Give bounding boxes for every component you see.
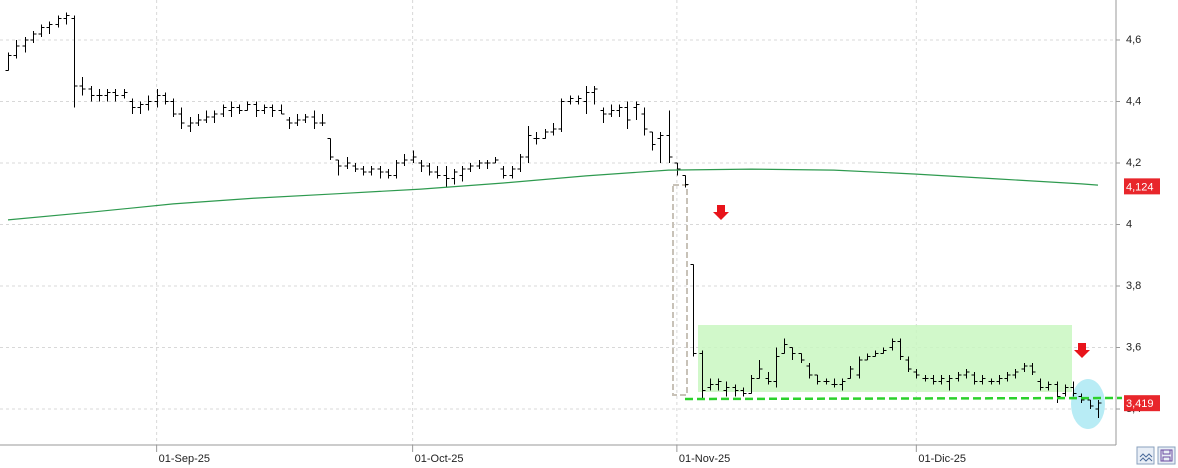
x-tick-label: 01-Oct-25 — [415, 453, 464, 465]
range-box — [698, 325, 1072, 392]
toolbar-icon — [1160, 449, 1173, 462]
y-tick-label: 3,8 — [1126, 280, 1141, 292]
down-arrow — [713, 205, 729, 220]
label-layer: 4,64,44,243,83,63,401-Sep-2501-Oct-2501-… — [156, 34, 1160, 465]
x-tick-label: 01-Dic-25 — [918, 453, 966, 465]
x-tick-label: 01-Nov-25 — [679, 453, 730, 465]
price-label: 4,124 — [1126, 181, 1154, 193]
highlight-ellipse — [1071, 379, 1105, 429]
x-tick-label: 01-Sep-25 — [159, 453, 210, 465]
support-line — [684, 396, 1123, 401]
toolbar-icon — [1139, 453, 1153, 462]
y-tick-label: 4,6 — [1126, 34, 1141, 46]
y-tick-label: 4,2 — [1126, 157, 1141, 169]
plot-layer — [5, 12, 1102, 419]
moving-average-line — [7, 168, 1099, 221]
y-tick-label: 3,6 — [1126, 341, 1141, 353]
toolbar-button[interactable] — [1157, 446, 1176, 465]
y-tick-label: 4,4 — [1126, 95, 1141, 107]
price-label-box — [1124, 178, 1160, 195]
grid-layer — [0, 0, 1116, 445]
price-label-box — [1124, 395, 1160, 412]
toolbar-button[interactable] — [1136, 446, 1155, 465]
y-tick-label: 4 — [1126, 218, 1132, 230]
price-label: 3,419 — [1126, 398, 1154, 410]
down-arrow — [1074, 343, 1090, 358]
gap-box — [672, 184, 688, 396]
